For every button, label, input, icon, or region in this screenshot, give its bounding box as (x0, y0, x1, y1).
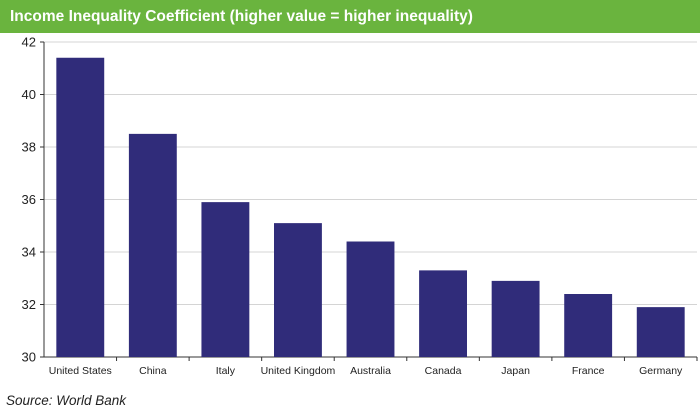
tick-labels: 30 32 34 36 38 40 42 United States China Italy Uni… (22, 35, 684, 378)
y-tick-label: 36 (22, 192, 36, 207)
bar (564, 294, 613, 357)
bar (128, 133, 177, 357)
x-tick-label: Italy (216, 365, 236, 377)
bar (419, 270, 467, 357)
y-tick-label: 38 (22, 140, 36, 155)
bar (636, 307, 685, 357)
y-tick-label: 42 (22, 35, 36, 50)
x-tick-label: Australia (350, 365, 391, 377)
x-tick-label: Japan (501, 365, 530, 377)
bar (201, 202, 250, 357)
x-tick-label: France (572, 365, 605, 377)
x-tick-label: Germany (639, 365, 683, 377)
bar (491, 280, 540, 357)
chart-title: Income Inequality Coefficient (higher va… (10, 8, 473, 25)
bar (274, 223, 322, 357)
x-tick-label: Canada (425, 365, 462, 377)
bar (346, 241, 395, 357)
bars (56, 57, 685, 357)
bar (56, 57, 105, 357)
y-tick-label: 30 (22, 350, 36, 365)
x-tick-label: United Kingdom (261, 365, 336, 377)
source-note: Source: World Bank (6, 393, 127, 408)
x-tick-label: China (139, 365, 167, 377)
title-bar: Income Inequality Coefficient (higher va… (0, 0, 700, 33)
y-tick-label: 34 (22, 245, 36, 260)
y-tick-label: 40 (22, 87, 36, 102)
x-tick-label: United States (49, 365, 112, 377)
y-tick-label: 32 (22, 297, 36, 312)
